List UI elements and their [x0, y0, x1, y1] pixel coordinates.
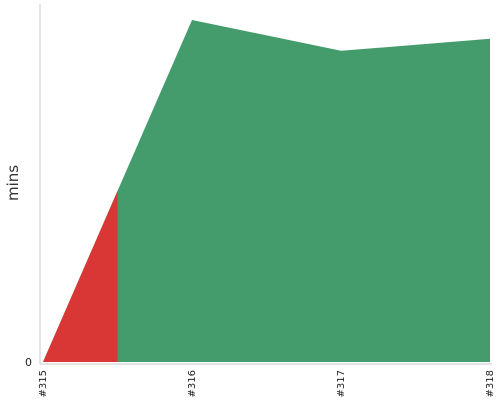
x-tick-label: #318 — [485, 370, 496, 397]
y-tick-label: 0 — [25, 356, 32, 369]
y-axis-title: mins — [4, 165, 22, 201]
x-tick-label: #317 — [336, 370, 347, 397]
y-axis-ticks: 0 — [25, 356, 32, 369]
plot-area — [43, 20, 490, 362]
x-axis-ticks: #315 #316 #317 #318 — [38, 370, 496, 397]
series-area — [43, 20, 490, 362]
x-tick-label: #315 — [38, 370, 49, 397]
x-tick-label: #316 — [187, 370, 198, 397]
failed-segment-area — [43, 191, 118, 362]
